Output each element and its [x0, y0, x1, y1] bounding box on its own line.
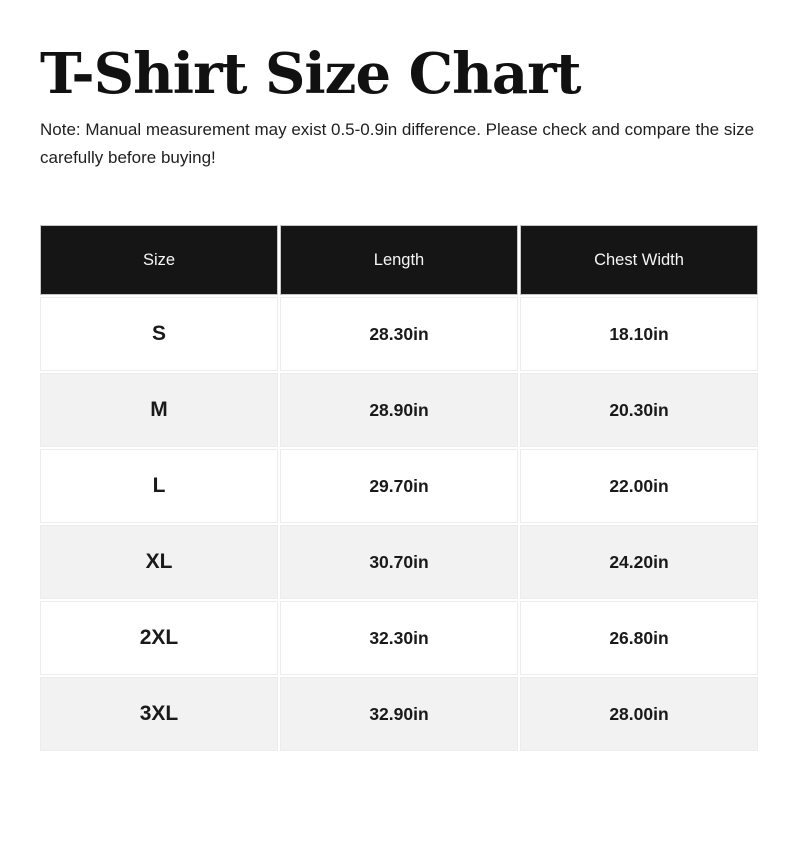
- size-value: XL: [40, 525, 278, 599]
- table-body: S 28.30in 18.10in M 28.90in 20.30in L 29…: [40, 297, 758, 751]
- length-value: 30.70in: [280, 525, 518, 599]
- column-header-size: Size: [40, 225, 278, 295]
- chest-width-value: 24.20in: [520, 525, 758, 599]
- measurement-note: Note: Manual measurement may exist 0.5-0…: [40, 120, 755, 167]
- chest-width-value: 20.30in: [520, 373, 758, 447]
- size-value: S: [40, 297, 278, 371]
- size-value: 2XL: [40, 601, 278, 675]
- table-row: 3XL 32.90in 28.00in: [40, 677, 758, 751]
- chest-width-value: 28.00in: [520, 677, 758, 751]
- header-row: Size Length Chest Width: [40, 225, 758, 295]
- chest-width-value: 26.80in: [520, 601, 758, 675]
- table-row: XL 30.70in 24.20in: [40, 525, 758, 599]
- column-header-length: Length: [280, 225, 518, 295]
- length-value: 28.30in: [280, 297, 518, 371]
- size-value: L: [40, 449, 278, 523]
- chest-width-value: 22.00in: [520, 449, 758, 523]
- length-value: 32.30in: [280, 601, 518, 675]
- length-value: 32.90in: [280, 677, 518, 751]
- table-row: S 28.30in 18.10in: [40, 297, 758, 371]
- column-header-chest-width: Chest Width: [520, 225, 758, 295]
- chest-width-value: 18.10in: [520, 297, 758, 371]
- table-row: L 29.70in 22.00in: [40, 449, 758, 523]
- page-title: T-Shirt Size Chart: [40, 41, 582, 107]
- length-value: 29.70in: [280, 449, 518, 523]
- size-value: 3XL: [40, 677, 278, 751]
- table-row: 2XL 32.30in 26.80in: [40, 601, 758, 675]
- table-row: M 28.90in 20.30in: [40, 373, 758, 447]
- table-header: Size Length Chest Width: [40, 225, 758, 295]
- size-chart-table: Size Length Chest Width S 28.30in 18.10i…: [38, 223, 760, 753]
- length-value: 28.90in: [280, 373, 518, 447]
- size-value: M: [40, 373, 278, 447]
- size-chart-page: T-Shirt Size Chart Note: Manual measurem…: [0, 46, 800, 753]
